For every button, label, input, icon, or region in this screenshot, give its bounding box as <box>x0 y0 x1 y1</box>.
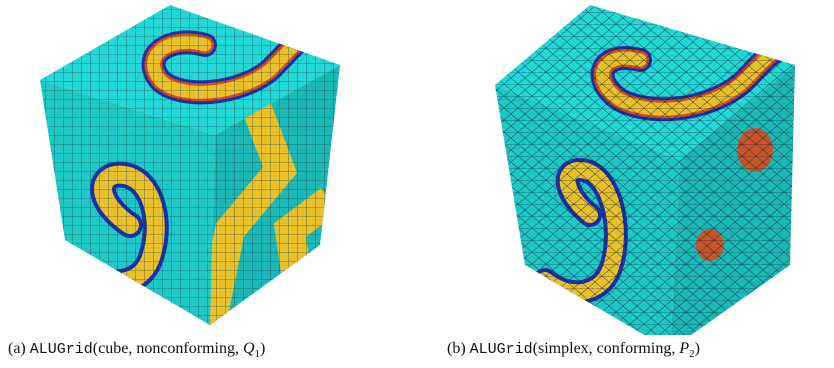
label: (b) <box>447 340 466 357</box>
close: ) <box>260 340 265 357</box>
close: ) <box>695 340 700 357</box>
caption-a: (a) ALUGrid(cube, nonconforming, Q1) <box>8 340 265 360</box>
args: (simplex, conforming, <box>533 340 680 357</box>
cube-b <box>450 0 834 335</box>
caption-b: (b) ALUGrid(simplex, conforming, P2) <box>447 340 700 360</box>
math-var: Q <box>243 340 255 357</box>
args: (cube, nonconforming, <box>93 340 243 357</box>
cube-a <box>0 0 400 335</box>
code: ALUGrid <box>470 341 533 358</box>
label: (a) <box>8 340 26 357</box>
figures <box>0 0 834 335</box>
page: (a) ALUGrid(cube, nonconforming, Q1) (b)… <box>0 0 834 368</box>
math-var: P <box>679 340 689 357</box>
code: ALUGrid <box>30 341 93 358</box>
